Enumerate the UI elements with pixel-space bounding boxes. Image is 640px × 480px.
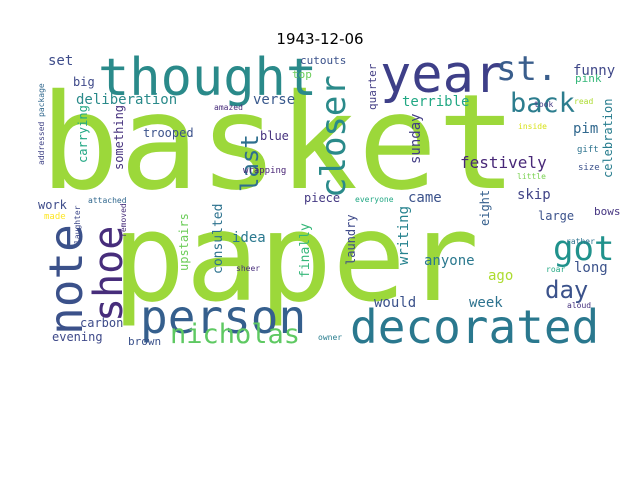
word-top: top bbox=[292, 68, 312, 81]
word-basket: basket bbox=[40, 66, 517, 220]
word-little: little bbox=[517, 172, 546, 181]
word-amazed: amazed bbox=[214, 103, 243, 112]
word-paper: paper bbox=[112, 187, 479, 329]
word-rather: rather bbox=[566, 237, 595, 246]
word-package: package bbox=[37, 83, 46, 117]
word-verse: verse bbox=[253, 92, 295, 108]
word-trooped: trooped bbox=[143, 126, 194, 140]
word-quarter: quarter bbox=[366, 63, 379, 110]
word-upstairs: upstairs bbox=[177, 213, 191, 271]
word-st: st. bbox=[496, 49, 557, 89]
word-week: week bbox=[469, 295, 503, 311]
word-took: took bbox=[534, 100, 553, 109]
word-large: large bbox=[538, 209, 574, 223]
word-laundry: laundry bbox=[344, 214, 358, 265]
word-sheer: sheer bbox=[236, 264, 260, 273]
word-made: made bbox=[44, 212, 66, 222]
word-would: would bbox=[374, 295, 416, 311]
word-came: came bbox=[408, 190, 442, 206]
word-day: day bbox=[545, 276, 588, 304]
word-long: long bbox=[574, 260, 608, 276]
word-nicholas: nicholas bbox=[170, 319, 300, 350]
word-celebration: celebration bbox=[601, 99, 615, 178]
word-funny: funny bbox=[573, 63, 615, 79]
word-pim: pim bbox=[573, 121, 598, 137]
word-shoe: shoe bbox=[86, 226, 132, 322]
word-wrapping: wrapping bbox=[243, 166, 286, 176]
word-terrible: terrible bbox=[402, 94, 469, 110]
word-gift: gift bbox=[577, 145, 599, 155]
word-sunday: sunday bbox=[408, 113, 424, 164]
word-eight: eight bbox=[478, 190, 492, 226]
word-decorated: decorated bbox=[350, 300, 599, 354]
word-big: big bbox=[73, 75, 95, 89]
figure-title: 1943-12-06 bbox=[276, 30, 364, 48]
word-cutouts: cutouts bbox=[300, 54, 346, 67]
word-removed: removed bbox=[119, 203, 128, 237]
word-bows: bows bbox=[594, 205, 621, 218]
word-piece: piece bbox=[304, 191, 340, 205]
word-read: read bbox=[574, 97, 593, 106]
word-finally: finally bbox=[298, 223, 313, 278]
word-year: year bbox=[380, 45, 505, 105]
word-skip: skip bbox=[517, 187, 551, 203]
word-something: something bbox=[112, 105, 126, 170]
word-last: last bbox=[236, 134, 264, 192]
word-brown: brown bbox=[128, 335, 161, 348]
word-size: size bbox=[578, 163, 600, 173]
word-closer: closer bbox=[314, 75, 354, 198]
word-aloud: aloud bbox=[567, 301, 591, 310]
word-got: got bbox=[553, 229, 614, 269]
word-owner: owner bbox=[318, 333, 342, 342]
word-attached: attached bbox=[88, 196, 127, 205]
word-carrying: carrying bbox=[76, 105, 90, 163]
word-set: set bbox=[48, 53, 73, 69]
word-carbon: carbon bbox=[80, 316, 123, 330]
word-blue: blue bbox=[260, 129, 289, 143]
word-work: work bbox=[38, 198, 68, 212]
word-pink: pink bbox=[575, 72, 602, 85]
word-inside: inside bbox=[518, 122, 547, 131]
word-person: person bbox=[140, 290, 306, 344]
word-idea: idea bbox=[232, 230, 266, 246]
word-back: back bbox=[510, 88, 575, 119]
word-evening: evening bbox=[52, 330, 103, 344]
word-consulted: consulted bbox=[211, 204, 226, 274]
word-everyone: everyone bbox=[355, 195, 394, 204]
word-laughter: laughter bbox=[73, 205, 82, 244]
word-ago: ago bbox=[488, 268, 513, 284]
word-roar: roar bbox=[546, 265, 565, 274]
word-deliberation: deliberation bbox=[76, 92, 177, 108]
word-note: note bbox=[39, 224, 93, 335]
word-festively: festively bbox=[460, 153, 547, 172]
word-anyone: anyone bbox=[424, 253, 475, 269]
word-addressed: addressed bbox=[37, 121, 46, 165]
word-writing: writing bbox=[396, 206, 412, 265]
word-thought: thought bbox=[98, 48, 317, 108]
